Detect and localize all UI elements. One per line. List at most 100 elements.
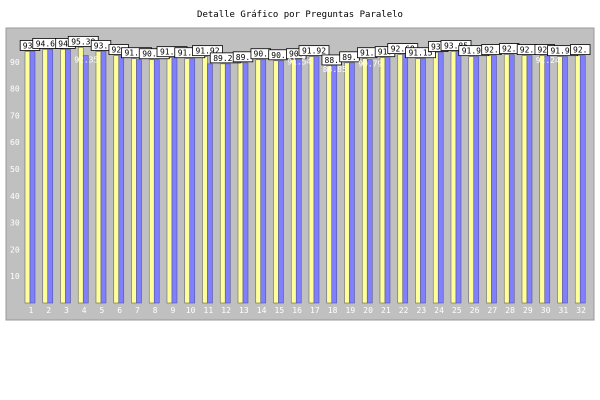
data-label: 91.15: [178, 49, 202, 58]
bar-series-2: [508, 54, 515, 304]
y-tick-label: 70: [10, 111, 20, 120]
bar-series-1: [273, 60, 279, 304]
data-label: 89.23: [213, 54, 237, 63]
bar-series-2: [402, 54, 409, 304]
data-label: 93.: [23, 41, 37, 50]
bar-series-2: [295, 57, 302, 304]
x-tick-label: 22: [399, 306, 409, 315]
x-tick-label: 13: [239, 306, 249, 315]
bar-series-2: [579, 55, 586, 304]
data-label: 95.38: [71, 37, 95, 46]
y-tick-label: 30: [10, 219, 20, 228]
x-tick-label: 19: [346, 306, 356, 315]
x-tick-label: 12: [221, 306, 231, 315]
data-label: 90.: [254, 50, 268, 59]
x-tick-label: 15: [275, 306, 285, 315]
bar-series-1: [361, 58, 368, 304]
chart-title: Detalle Gráfico por Preguntas Paralelo: [197, 10, 403, 20]
bar-series-2: [491, 55, 497, 304]
data-label: 89.: [342, 53, 356, 62]
bar-series-2: [544, 55, 551, 304]
x-tick-label: 25: [452, 306, 462, 315]
x-tick-label: 16: [292, 306, 302, 315]
x-tick-label: 23: [417, 306, 427, 315]
bar-series-1: [574, 55, 581, 304]
bar-series-1: [379, 57, 386, 304]
data-label: 92.24: [536, 56, 560, 65]
bar-series-1: [131, 58, 137, 304]
bar-series-1: [24, 51, 31, 304]
bar-series-2: [136, 59, 142, 304]
data-label: 92.: [538, 46, 552, 55]
x-tick-label: 18: [328, 306, 338, 315]
bar-series-1: [255, 59, 262, 304]
y-tick-label: 80: [10, 85, 20, 94]
bar-series-1: [503, 54, 510, 304]
x-tick-label: 8: [153, 306, 158, 315]
data-label: 92.: [112, 46, 126, 55]
bar-series-2: [278, 60, 284, 304]
x-tick-label: 10: [186, 306, 196, 315]
y-tick-label: 60: [10, 138, 20, 147]
bar-series-1: [308, 56, 315, 304]
bar-series-2: [100, 51, 107, 304]
bar-series-2: [65, 49, 71, 304]
bar-series-1: [202, 56, 208, 304]
bar-series-1: [450, 51, 457, 304]
bar-series-2: [313, 56, 320, 304]
bar-series-1: [290, 59, 297, 304]
bar-series-1: [397, 54, 404, 304]
bar-series-2: [47, 49, 54, 304]
x-tick-label: 24: [434, 306, 444, 315]
bar-series-1: [237, 62, 244, 304]
data-label: 91.: [378, 48, 392, 57]
data-label: 91.: [360, 49, 374, 58]
bar-series-1: [539, 55, 546, 304]
data-label: 92.: [484, 46, 498, 55]
bar-series-2: [349, 62, 355, 304]
bar-series-2: [224, 63, 231, 304]
data-label: 92.35: [74, 56, 98, 65]
x-tick-label: 9: [170, 306, 175, 315]
x-tick-label: 20: [363, 306, 373, 315]
data-label: 88.85: [323, 65, 347, 74]
bar-series-1: [77, 47, 84, 304]
bar-series-1: [432, 52, 439, 304]
x-tick-label: 7: [135, 306, 140, 315]
data-label: 94.62: [36, 39, 60, 48]
x-tick-label: 6: [117, 306, 122, 315]
data-label: 92.: [573, 46, 587, 55]
bar-series-1: [344, 62, 350, 304]
data-label: 91.92: [462, 47, 486, 56]
bar-series-2: [242, 62, 249, 304]
x-tick-label: 26: [470, 306, 480, 315]
x-tick-label: 27: [488, 306, 498, 315]
data-label: 90.: [271, 51, 285, 60]
bar-series-2: [437, 52, 444, 304]
x-tick-label: 4: [82, 306, 87, 315]
data-label: 91.92: [302, 47, 326, 56]
x-tick-label: 11: [204, 306, 214, 315]
data-label: 90.77: [142, 50, 166, 59]
x-tick-label: 17: [310, 306, 320, 315]
bar-series-1: [557, 56, 563, 304]
data-label-box: [405, 47, 436, 59]
data-label: 93.: [431, 43, 445, 52]
bar-series-2: [473, 56, 480, 304]
x-tick-label: 30: [541, 306, 551, 315]
y-tick-label: 40: [10, 192, 20, 201]
data-label-box: [570, 44, 591, 56]
bar-series-2: [384, 57, 391, 304]
data-label: 93.85: [444, 41, 468, 50]
bar-series-2: [260, 59, 267, 304]
bar-series-2: [171, 57, 178, 304]
bar-series-1: [60, 49, 66, 304]
data-label: 89.: [236, 53, 250, 62]
data-label: 91.54: [287, 58, 311, 67]
bar-series-2: [331, 64, 338, 304]
bar-series-1: [521, 55, 528, 304]
bar-series-2: [526, 55, 533, 304]
bar-series-2: [366, 59, 373, 304]
data-label: 88.: [325, 56, 339, 65]
